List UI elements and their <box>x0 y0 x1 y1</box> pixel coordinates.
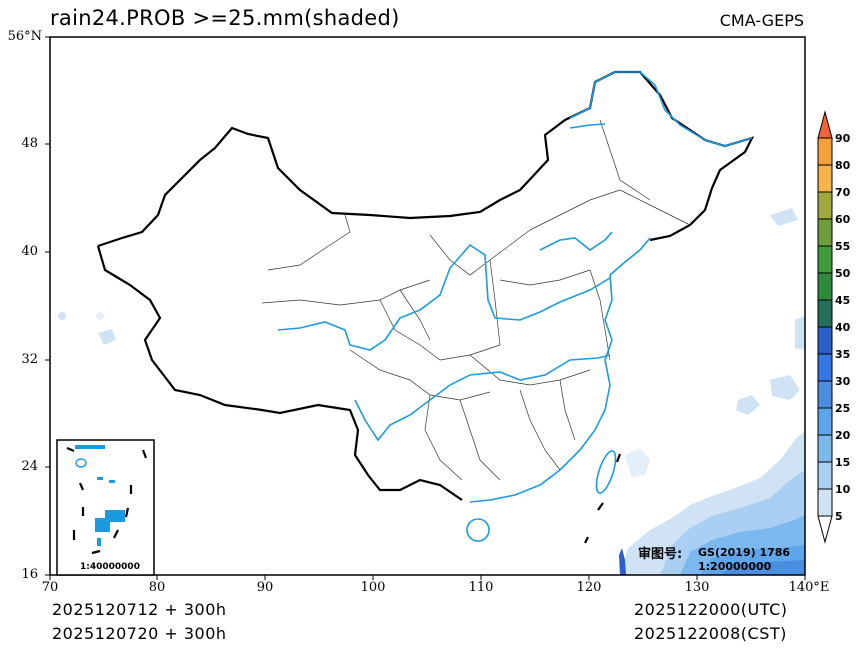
y-tick-56: 56°N <box>7 29 42 44</box>
review-number: GS(2019) 1786 <box>698 546 791 559</box>
y-tick-16: 16 <box>21 567 38 582</box>
y-tick-24: 24 <box>21 459 38 474</box>
south-china-sea-inset <box>56 439 155 576</box>
x-tick-130: 130 <box>684 580 710 595</box>
x-tick-140: 140°E <box>788 580 830 595</box>
x-tick-100: 100 <box>360 580 386 595</box>
colorbar-label-10: 10 <box>835 483 851 496</box>
review-label: 审图号: <box>638 547 683 562</box>
colorbar-label-25: 25 <box>835 402 851 415</box>
x-tick-90: 90 <box>256 580 274 595</box>
colorbar-label-35: 35 <box>835 348 851 361</box>
colorbar-label-55: 55 <box>835 240 851 253</box>
probability-shading <box>58 208 805 575</box>
model-source-label: CMA-GEPS <box>719 11 804 30</box>
map-frame <box>49 36 806 576</box>
valid-time-utc: 2025122000(UTC) <box>634 600 788 619</box>
colorbar-label-20: 20 <box>835 429 851 442</box>
y-tick-40: 40 <box>21 244 38 259</box>
colorbar-label-50: 50 <box>835 267 851 280</box>
colorbar-label-60: 60 <box>835 213 851 226</box>
inset-scale: 1:40000000 <box>80 562 140 572</box>
x-tick-70: 70 <box>41 580 59 595</box>
colorbar-label-90: 90 <box>835 132 851 145</box>
init-time-line-2: 2025120720 + 300h <box>52 624 227 643</box>
colorbar <box>817 110 833 544</box>
valid-time-cst: 2025122008(CST) <box>634 624 787 643</box>
axis-ticks <box>45 36 806 580</box>
national-border <box>96 70 755 501</box>
province-boundaries <box>261 119 691 481</box>
colorbar-label-5: 5 <box>835 510 843 523</box>
maritime-boundary-dashes <box>584 453 622 544</box>
chart-title: rain24.PROB >=25.mm(shaded) <box>50 6 400 30</box>
colorbar-label-45: 45 <box>835 294 851 307</box>
colorbar-label-30: 30 <box>835 375 851 388</box>
colorbar-label-40: 40 <box>835 321 851 334</box>
y-tick-32: 32 <box>21 352 38 367</box>
x-tick-110: 110 <box>468 580 494 595</box>
y-tick-48: 48 <box>21 136 38 151</box>
colorbar-label-15: 15 <box>835 456 851 469</box>
x-tick-120: 120 <box>576 580 602 595</box>
rivers-coastline <box>277 71 753 542</box>
main-map-scale: 1:20000000 <box>698 560 772 573</box>
colorbar-label-80: 80 <box>835 159 851 172</box>
x-tick-80: 80 <box>148 580 166 595</box>
colorbar-label-70: 70 <box>835 186 851 199</box>
init-time-line-1: 2025120712 + 300h <box>52 600 227 619</box>
